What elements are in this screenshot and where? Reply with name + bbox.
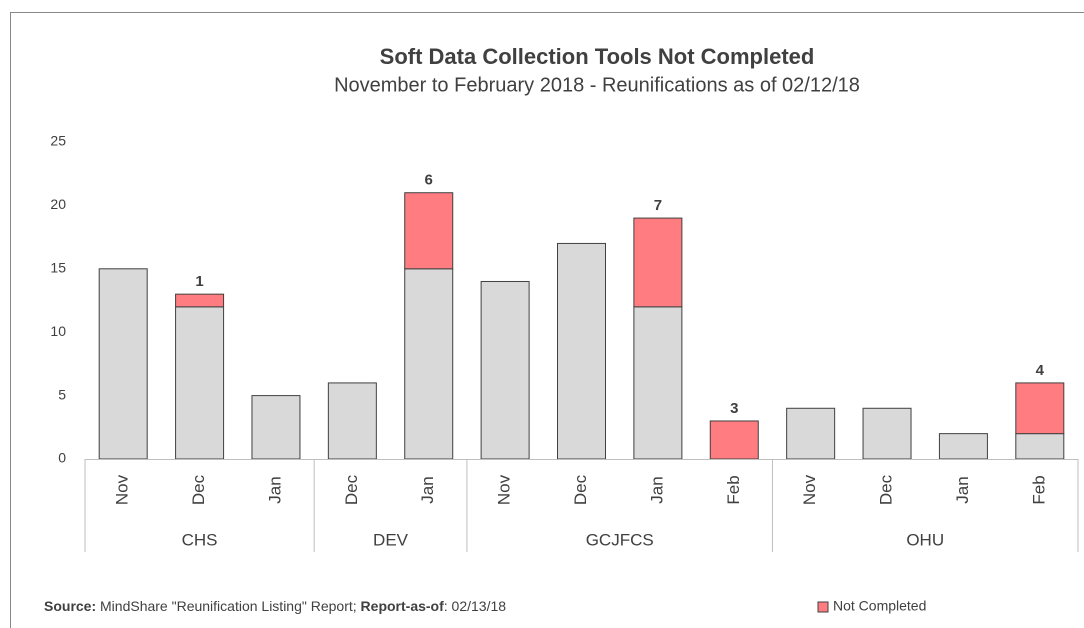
group-label: OHU (906, 530, 944, 549)
x-tick-label: Jan (953, 476, 972, 503)
bar-segment (1015, 433, 1065, 460)
bar-segment (786, 407, 836, 460)
bar-segment (98, 268, 148, 460)
x-tick-label: Nov (495, 474, 514, 505)
bar-segment (251, 395, 301, 460)
y-tick-label: 20 (50, 196, 66, 212)
x-tick-label: Nov (800, 474, 819, 505)
x-tick-label: Dec (571, 474, 590, 505)
x-tick-label: Dec (342, 474, 361, 505)
footer: Source: MindShare "Reunification Listing… (44, 598, 506, 614)
chart-subtitle: November to February 2018 - Reunificatio… (334, 74, 860, 96)
data-label: 4 (1036, 362, 1045, 379)
y-tick-label: 10 (50, 323, 66, 339)
group-label: DEV (373, 530, 409, 549)
x-tick-label: Jan (265, 476, 284, 503)
y-tick-label: 5 (58, 386, 66, 402)
data-label: 7 (654, 197, 662, 214)
bar-segment (709, 420, 759, 460)
chart-title: Soft Data Collection Tools Not Completed (380, 44, 815, 69)
data-label: 1 (195, 273, 203, 290)
footer-report-text: : 02/13/18 (444, 598, 506, 614)
footer-source-text: MindShare "Reunification Listing" Report… (96, 598, 360, 614)
group-label: GCJFCS (586, 530, 654, 549)
data-label: 6 (425, 172, 433, 189)
bar-segment (404, 268, 454, 460)
bar-segment (175, 293, 225, 308)
bar-segment (404, 192, 454, 270)
footer-source-label: Source: (44, 598, 96, 614)
y-tick-label: 15 (50, 260, 66, 276)
bar-segment (557, 242, 606, 460)
bar-segment (480, 280, 530, 460)
x-tick-label: Dec (189, 474, 208, 505)
x-tick-label: Dec (877, 474, 896, 505)
x-tick-label: Feb (1029, 475, 1048, 504)
bar-segment (633, 217, 683, 308)
bar-segment (938, 433, 988, 460)
group-label: CHS (182, 530, 218, 549)
footer-report-label: Report-as-of (361, 598, 445, 614)
x-tick-label: Jan (647, 476, 666, 503)
x-tick-label: Feb (724, 475, 743, 504)
y-tick-label: 25 (50, 133, 66, 149)
legend-swatch (817, 601, 829, 613)
data-label: 3 (730, 400, 738, 417)
bar-segment (175, 306, 225, 460)
bar-segment (1015, 382, 1065, 435)
y-tick-label: 0 (58, 450, 66, 466)
bar-segment (633, 306, 683, 460)
bar-segment (862, 407, 912, 460)
x-tick-label: Nov (113, 474, 132, 505)
legend-label: Not Completed (833, 598, 926, 614)
x-tick-label: Jan (418, 476, 437, 503)
bar-segment (327, 382, 377, 460)
